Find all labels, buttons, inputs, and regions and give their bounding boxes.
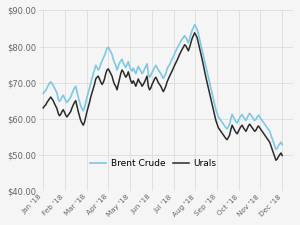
Brent Crude <box>140 72 144 75</box>
Urals <box>193 32 196 34</box>
Brent Crude <box>274 148 278 151</box>
Urals <box>41 106 45 109</box>
Urals <box>191 34 195 37</box>
Urals <box>161 90 165 93</box>
Brent Crude <box>178 42 181 45</box>
Legend: Brent Crude, Urals: Brent Crude, Urals <box>86 156 220 172</box>
Brent Crude <box>138 68 141 70</box>
Line: Urals: Urals <box>43 33 282 160</box>
Urals <box>178 53 181 56</box>
Urals <box>280 154 284 157</box>
Brent Crude <box>70 92 74 95</box>
Urals <box>138 81 141 83</box>
Urals <box>274 159 278 162</box>
Brent Crude <box>280 143 284 146</box>
Brent Crude <box>193 24 196 26</box>
Urals <box>70 106 74 109</box>
Urals <box>140 85 144 88</box>
Line: Brent Crude: Brent Crude <box>43 25 282 149</box>
Brent Crude <box>41 92 45 95</box>
Brent Crude <box>161 77 165 80</box>
Brent Crude <box>191 26 195 29</box>
